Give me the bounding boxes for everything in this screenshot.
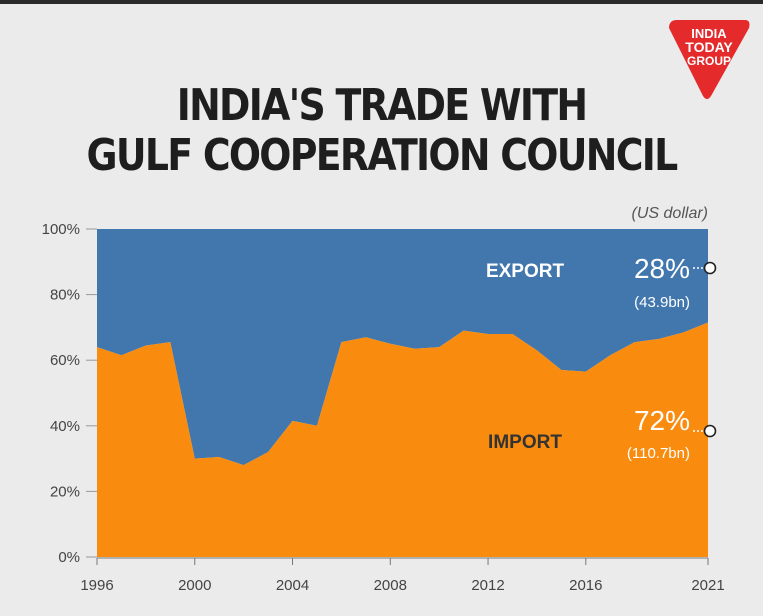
x-tick-label: 1996 xyxy=(80,577,113,594)
x-axis: 1996 2000 2004 2008 2012 2016 2021 xyxy=(80,557,725,594)
y-tick-label: 60% xyxy=(50,352,80,369)
x-tick-label: 2000 xyxy=(178,577,211,594)
logo-shape xyxy=(669,20,750,99)
y-tick-label: 100% xyxy=(42,221,80,238)
chart-title-line-1: INDIA'S TRADE WITH xyxy=(176,80,588,131)
annotation-percent-export: 28% xyxy=(634,253,690,284)
export-area xyxy=(97,229,708,466)
x-tick-label: 2004 xyxy=(276,577,309,594)
y-axis: 0% 20% 40% 60% 80% 100% xyxy=(42,221,97,566)
chart-title-line-2: GULF COOPERATION COUNCIL xyxy=(86,130,678,181)
india-today-group-logo: INDIA TODAY GROUP xyxy=(669,20,750,99)
y-tick-label: 40% xyxy=(50,418,80,435)
series-label-import: IMPORT xyxy=(488,432,562,453)
import-area xyxy=(97,322,708,557)
x-tick-label: 2016 xyxy=(569,577,602,594)
x-tick-label: 2021 xyxy=(691,577,724,594)
annotation-amount-export: (43.9bn) xyxy=(634,294,690,311)
top-border xyxy=(0,0,763,4)
annotations: 28% (43.9bn) 72% (110.7bn) xyxy=(627,253,717,462)
x-tick-label: 2008 xyxy=(374,577,407,594)
y-tick-label: 0% xyxy=(58,549,80,566)
series-label-export: EXPORT xyxy=(486,261,565,282)
x-tick-label: 2012 xyxy=(471,577,504,594)
annotation-amount-import: (110.7bn) xyxy=(627,445,690,462)
logo-text-group: GROUP xyxy=(687,54,731,68)
annotation-marker xyxy=(703,424,717,438)
plot-area: EXPORT IMPORT xyxy=(97,229,708,557)
logo-text-india: INDIA xyxy=(691,26,727,41)
unit-note: (US dollar) xyxy=(632,205,708,222)
logo-text-today: TODAY xyxy=(685,39,733,55)
y-tick-label: 80% xyxy=(50,287,80,304)
annotation-marker xyxy=(703,261,717,275)
y-tick-label: 20% xyxy=(50,483,80,500)
annotation-percent-import: 72% xyxy=(634,405,690,436)
